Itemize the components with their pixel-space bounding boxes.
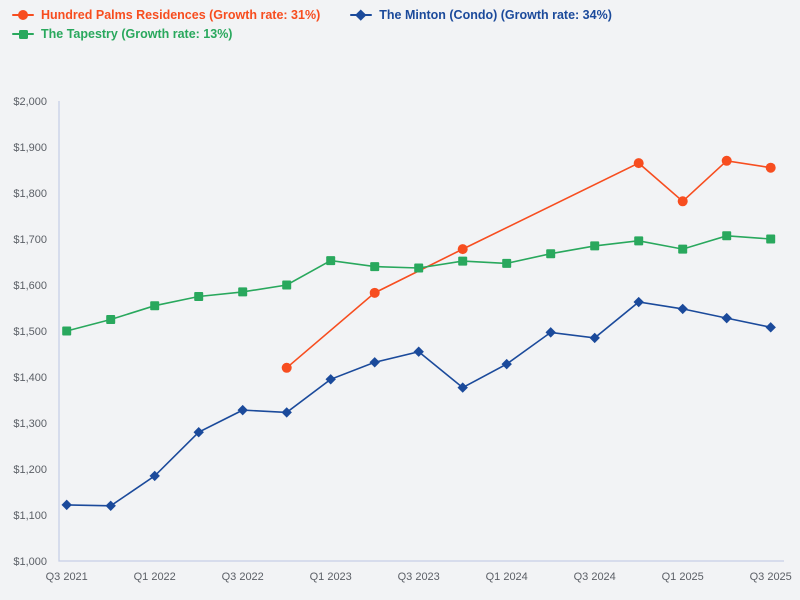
chart-legend: Hundred Palms Residences (Growth rate: 3… (12, 8, 612, 41)
data-point-hundred-palms-residences (677, 196, 688, 207)
data-point-the-tapestry (502, 258, 512, 268)
data-point-hundred-palms-residences (457, 244, 468, 255)
x-axis-label: Q3 2023 (398, 571, 440, 583)
data-point-the-tapestry (590, 241, 600, 251)
y-axis-label: $1,100 (13, 510, 47, 522)
data-point-the-tapestry (150, 301, 160, 311)
y-axis-label: $1,600 (13, 280, 47, 292)
y-axis-label: $1,900 (13, 142, 47, 154)
data-point-the-minton-condo (369, 357, 380, 368)
legend-item-the-minton-condo[interactable]: The Minton (Condo) (Growth rate: 34%) (350, 8, 612, 22)
y-axis-label: $1,400 (13, 372, 47, 384)
data-point-the-minton-condo (501, 358, 512, 370)
x-axis-label: Q3 2025 (750, 571, 792, 583)
data-point-the-minton-condo (237, 404, 248, 416)
data-point-the-minton-condo (677, 303, 688, 315)
series-line-the-tapestry (66, 234, 771, 332)
legend-item-hundred-palms-residences[interactable]: Hundred Palms Residences (Growth rate: 3… (12, 8, 320, 22)
y-axis-label: $1,700 (13, 234, 47, 246)
data-point-the-minton-condo (413, 346, 424, 357)
data-point-the-tapestry (458, 256, 468, 266)
data-point-the-tapestry (62, 326, 72, 336)
x-axis-label: Q1 2024 (486, 571, 528, 583)
x-axis-label: Q3 2024 (574, 571, 616, 583)
y-axis-label: $1,500 (13, 326, 47, 338)
data-point-the-minton-condo (721, 312, 732, 324)
legend-label: The Tapestry (Growth rate: 13%) (41, 27, 233, 41)
data-point-the-minton-condo (765, 322, 776, 333)
data-point-the-tapestry (106, 315, 116, 324)
square-marker-icon (12, 28, 34, 40)
y-axis-label: $1,300 (13, 418, 47, 430)
data-point-the-tapestry (194, 292, 204, 301)
data-point-hundred-palms-residences (765, 162, 776, 173)
data-point-hundred-palms-residences (281, 362, 292, 373)
data-point-the-minton-condo (149, 470, 160, 482)
x-axis-label: Q3 2021 (46, 571, 88, 583)
data-point-the-tapestry (634, 236, 644, 246)
data-point-the-minton-condo (589, 332, 600, 344)
data-point-the-minton-condo (193, 427, 204, 438)
data-point-the-tapestry (238, 287, 248, 297)
diamond-marker-icon (350, 9, 373, 21)
data-point-the-minton-condo (457, 382, 468, 393)
legend-label: The Minton (Condo) (Growth rate: 34%) (379, 8, 612, 22)
data-point-the-minton-condo (105, 500, 116, 511)
data-point-the-tapestry (722, 231, 732, 241)
data-point-the-minton-condo (61, 499, 72, 511)
circle-marker-icon (12, 9, 34, 21)
x-axis-label: Q1 2022 (134, 571, 176, 583)
series-line-the-minton-condo (66, 301, 771, 507)
legend-item-the-tapestry[interactable]: The Tapestry (Growth rate: 13%) (12, 27, 320, 41)
legend-label: Hundred Palms Residences (Growth rate: 3… (41, 8, 321, 22)
data-point-the-tapestry (370, 262, 380, 272)
y-axis-label: $1,800 (13, 188, 47, 200)
data-point-the-tapestry (678, 244, 688, 254)
data-point-the-minton-condo (281, 407, 292, 418)
data-point-the-tapestry (414, 263, 424, 273)
y-axis-label: $1,000 (13, 556, 47, 568)
data-point-hundred-palms-residences (369, 287, 380, 298)
data-point-hundred-palms-residences (633, 158, 644, 169)
y-axis-label: $1,200 (13, 464, 47, 476)
x-axis-label: Q3 2022 (222, 571, 264, 583)
data-point-the-tapestry (282, 280, 292, 290)
x-axis-label: Q1 2023 (310, 571, 352, 583)
data-point-the-tapestry (546, 249, 556, 259)
data-point-the-tapestry (326, 256, 336, 266)
data-point-the-minton-condo (545, 327, 556, 338)
x-axis-label: Q1 2025 (662, 571, 704, 583)
data-point-the-tapestry (766, 234, 776, 244)
data-point-hundred-palms-residences (721, 155, 732, 166)
axis-lines (58, 101, 784, 562)
data-point-the-minton-condo (633, 296, 644, 308)
data-point-the-minton-condo (325, 374, 336, 385)
y-axis-label: $2,000 (13, 96, 47, 108)
